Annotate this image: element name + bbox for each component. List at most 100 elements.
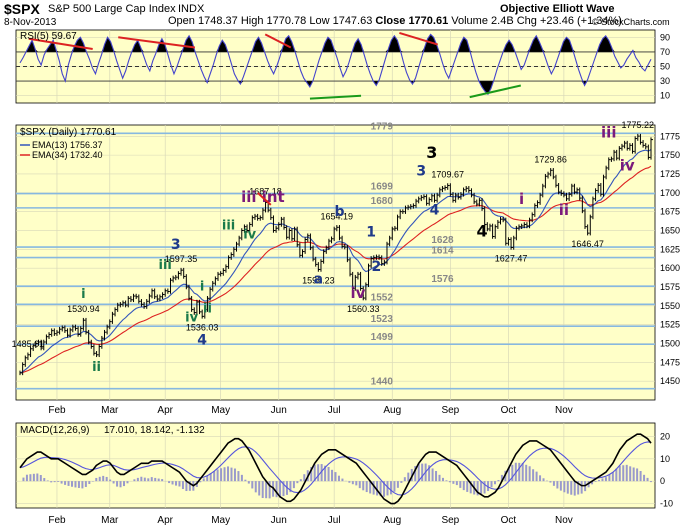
macd-hist-bar bbox=[116, 481, 119, 487]
macd-hist-bar bbox=[261, 481, 264, 498]
wave-label: ii bbox=[92, 360, 101, 375]
x-tick-label: Apr bbox=[157, 405, 173, 416]
wave-label: b bbox=[334, 204, 344, 220]
macd-hist-bar bbox=[102, 475, 105, 482]
price-tick-label: 1600 bbox=[660, 263, 680, 273]
panel-price bbox=[15, 124, 656, 401]
macd-hist-bar bbox=[292, 481, 295, 489]
macd-hist-bar bbox=[396, 481, 399, 488]
ema13-line bbox=[19, 149, 652, 374]
macd-hist-bar bbox=[535, 471, 538, 482]
macd-hist-bar bbox=[372, 481, 375, 495]
price-legend: $SPX (Daily) 1770.61 bbox=[20, 127, 117, 138]
macd-hist-bar bbox=[490, 481, 493, 488]
macd-hist-bar bbox=[369, 481, 372, 494]
wave-label: 4 bbox=[476, 222, 487, 241]
macd-signal-line bbox=[19, 441, 652, 496]
x-tick-label-bottom: Aug bbox=[383, 515, 401, 526]
wave-label: 1 bbox=[366, 224, 376, 240]
x-tick-label: May bbox=[211, 405, 230, 416]
rsi-divergence-line bbox=[469, 84, 522, 99]
macd-hist-bar bbox=[77, 481, 80, 488]
wave-label: ii bbox=[559, 201, 569, 219]
macd-hist-bar bbox=[636, 468, 639, 482]
macd-hist-bar bbox=[327, 466, 330, 482]
price-tick-label: 1575 bbox=[660, 282, 680, 292]
macd-hist-bar bbox=[25, 474, 28, 482]
level-label: 1779 bbox=[371, 121, 394, 132]
macd-hist-bar bbox=[601, 478, 604, 482]
wave-label: 4 bbox=[430, 202, 440, 218]
macd-hist-bar bbox=[563, 481, 566, 493]
macd-hist-bar bbox=[577, 481, 580, 495]
macd-hist-bar bbox=[570, 481, 573, 495]
macd-hist-bar bbox=[64, 481, 67, 485]
wave-label: i bbox=[519, 190, 524, 208]
price-annotation: 1654.19 bbox=[321, 211, 354, 221]
ema34-line bbox=[19, 165, 652, 374]
exchange: INDX bbox=[178, 3, 205, 15]
ohlc-row: Open 1748.37 High 1770.78 Low 1747.63 Cl… bbox=[168, 15, 622, 27]
macd-hist-bar bbox=[618, 465, 621, 482]
macd-hist-bar bbox=[355, 481, 358, 486]
x-tick-label: Aug bbox=[383, 405, 401, 416]
chart-date: 8-Nov-2013 bbox=[4, 17, 57, 28]
macd-hist-bar bbox=[608, 474, 611, 482]
price-annotation: 1729.86 bbox=[534, 154, 567, 164]
macd-hist-bar bbox=[403, 477, 406, 482]
macd-hist-bar bbox=[528, 466, 531, 482]
macd-legend-values: 17.010, 18.142, -1.132 bbox=[104, 425, 205, 436]
macd-hist-bar bbox=[71, 481, 74, 487]
macd-hist-bar bbox=[244, 479, 247, 482]
x-tick-label: Feb bbox=[48, 405, 66, 416]
price-tick-label: 1500 bbox=[660, 338, 680, 348]
macd-hist-bar bbox=[213, 471, 216, 482]
macd-tick-label: 10 bbox=[660, 454, 670, 464]
macd-tick-label: -10 bbox=[660, 499, 673, 509]
macd-line bbox=[19, 433, 652, 505]
macd-hist-bar bbox=[43, 478, 46, 482]
rsi-line bbox=[19, 33, 652, 96]
price-tick-label: 1725 bbox=[660, 169, 680, 179]
macd-hist-bar bbox=[445, 480, 448, 482]
macd-histogram bbox=[22, 462, 652, 499]
macd-hist-bar bbox=[251, 481, 254, 489]
price-annotation: 1597.35 bbox=[165, 254, 198, 264]
macd-hist-bar bbox=[421, 463, 424, 482]
price-bars bbox=[19, 133, 653, 376]
macd-hist-bar bbox=[98, 476, 101, 482]
macd-hist-bar bbox=[497, 480, 500, 482]
panel-macd bbox=[15, 422, 656, 509]
wave-label: iv bbox=[620, 156, 635, 174]
macd-hist-bar bbox=[230, 467, 233, 482]
wave-label: 3 bbox=[171, 237, 181, 253]
high-value: 1770.78 bbox=[266, 15, 307, 27]
price-tick-label: 1650 bbox=[660, 225, 680, 235]
rsi-tick-label: 90 bbox=[660, 32, 670, 42]
macd-hist-bar bbox=[417, 463, 420, 482]
macd-hist-bar bbox=[622, 465, 625, 482]
macd-hist-bar bbox=[112, 481, 115, 484]
price-tick-label: 1525 bbox=[660, 320, 680, 330]
price-annotation: 1530.94 bbox=[67, 304, 100, 314]
macd-hist-bar bbox=[511, 464, 514, 482]
price-annotation: 1536.03 bbox=[186, 322, 219, 332]
index-name: S&P 500 Large Cap Index bbox=[48, 3, 176, 15]
macd-tick-label: 20 bbox=[660, 431, 670, 441]
macd-hist-bar bbox=[650, 481, 652, 483]
close-value: 1770.61 bbox=[408, 15, 449, 27]
ticker: $SPX bbox=[4, 1, 40, 17]
macd-hist-bar bbox=[389, 481, 392, 495]
macd-hist-bar bbox=[639, 470, 642, 482]
level-label: 1499 bbox=[371, 332, 394, 343]
price-annotation: 1775.22 bbox=[622, 120, 655, 130]
macd-hist-bar bbox=[282, 481, 285, 497]
open-value: 1748.37 bbox=[197, 15, 238, 27]
macd-hist-bar bbox=[320, 464, 323, 482]
macd-hist-bar bbox=[265, 481, 268, 499]
rsi-overbought-fill bbox=[20, 34, 651, 52]
macd-hist-bar bbox=[227, 466, 230, 482]
rsi-divergence-line bbox=[28, 37, 93, 50]
macd-hist-bar bbox=[32, 473, 35, 482]
